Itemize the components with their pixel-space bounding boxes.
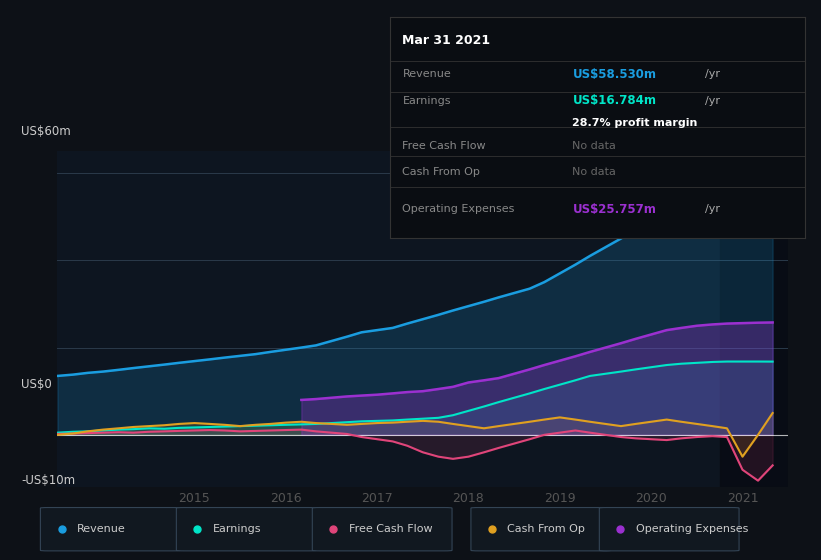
Text: Operating Expenses: Operating Expenses <box>402 204 515 214</box>
Text: Earnings: Earnings <box>402 96 451 106</box>
Text: -US$10m: -US$10m <box>21 474 75 487</box>
Text: No data: No data <box>572 141 617 151</box>
Text: Free Cash Flow: Free Cash Flow <box>402 141 486 151</box>
Text: Revenue: Revenue <box>76 524 126 534</box>
Text: Mar 31 2021: Mar 31 2021 <box>402 35 490 48</box>
Text: Cash From Op: Cash From Op <box>507 524 585 534</box>
FancyBboxPatch shape <box>312 507 452 551</box>
FancyBboxPatch shape <box>471 507 611 551</box>
Text: Cash From Op: Cash From Op <box>402 167 480 176</box>
Text: Free Cash Flow: Free Cash Flow <box>349 524 432 534</box>
Text: US$0: US$0 <box>21 379 52 391</box>
Text: US$25.757m: US$25.757m <box>572 203 656 216</box>
Bar <box>720 151 788 487</box>
Text: /yr: /yr <box>705 69 720 80</box>
Text: US$60m: US$60m <box>21 125 71 138</box>
Text: /yr: /yr <box>705 96 720 106</box>
FancyBboxPatch shape <box>177 507 316 551</box>
Text: Revenue: Revenue <box>402 69 452 80</box>
Text: 28.7% profit margin: 28.7% profit margin <box>572 118 698 128</box>
Text: /yr: /yr <box>705 204 720 214</box>
FancyBboxPatch shape <box>40 507 180 551</box>
Text: No data: No data <box>572 167 617 176</box>
FancyBboxPatch shape <box>599 507 739 551</box>
Text: Operating Expenses: Operating Expenses <box>635 524 748 534</box>
Text: US$58.530m: US$58.530m <box>572 68 657 81</box>
Text: Earnings: Earnings <box>213 524 261 534</box>
Text: US$16.784m: US$16.784m <box>572 94 657 108</box>
